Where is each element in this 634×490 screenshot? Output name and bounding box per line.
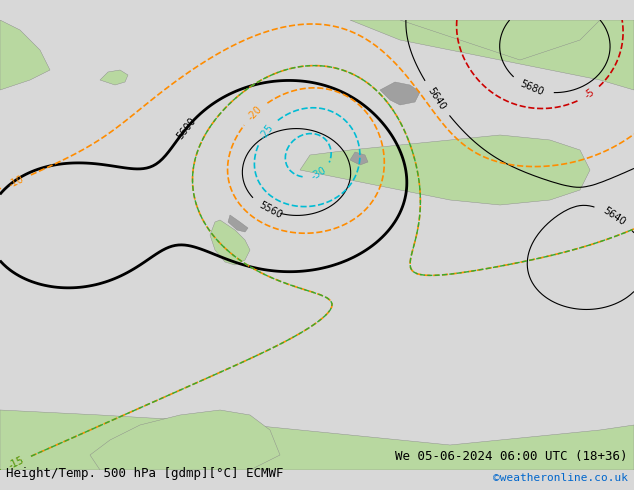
Text: -15: -15 — [6, 455, 25, 471]
Text: ©weatheronline.co.uk: ©weatheronline.co.uk — [493, 473, 628, 483]
Text: 5680: 5680 — [519, 79, 545, 98]
Polygon shape — [300, 135, 590, 205]
Polygon shape — [0, 410, 634, 470]
Polygon shape — [350, 152, 368, 165]
Text: -5: -5 — [583, 87, 597, 101]
Text: 5640: 5640 — [601, 205, 628, 227]
Polygon shape — [350, 20, 634, 90]
Text: Height/Temp. 500 hPa [gdmp][°C] ECMWF: Height/Temp. 500 hPa [gdmp][°C] ECMWF — [6, 467, 284, 480]
Polygon shape — [0, 20, 50, 90]
Text: 5600: 5600 — [174, 116, 198, 142]
Text: -30: -30 — [309, 166, 328, 182]
Text: -25: -25 — [257, 122, 275, 141]
Text: 5640: 5640 — [425, 85, 448, 112]
Text: -15: -15 — [6, 455, 25, 471]
Polygon shape — [400, 20, 600, 60]
Text: 5560: 5560 — [257, 200, 284, 220]
Polygon shape — [228, 215, 248, 232]
Polygon shape — [100, 70, 128, 85]
Text: -20: -20 — [246, 104, 264, 122]
Polygon shape — [90, 410, 280, 470]
Text: We 05-06-2024 06:00 UTC (18+36): We 05-06-2024 06:00 UTC (18+36) — [395, 450, 628, 463]
Polygon shape — [210, 220, 250, 265]
Text: -10: -10 — [7, 174, 25, 190]
Polygon shape — [380, 82, 420, 105]
